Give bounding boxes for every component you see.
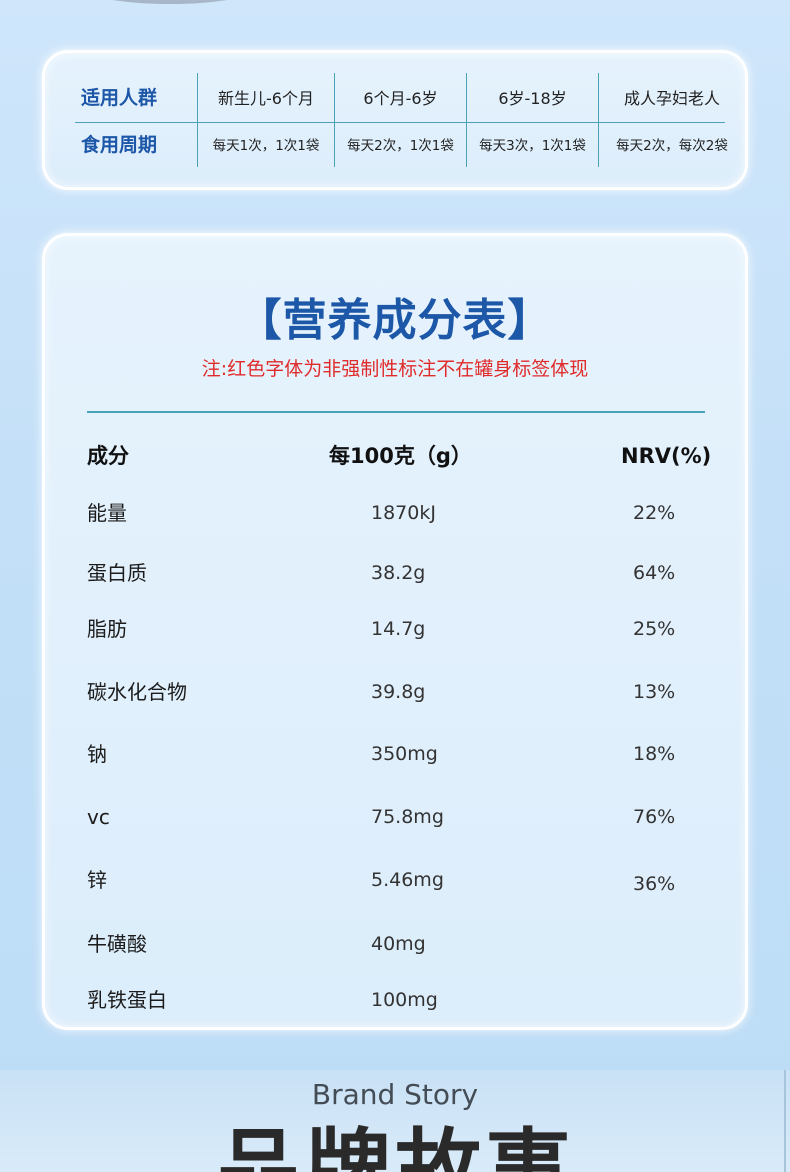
nutrient-name: 乳铁蛋白 bbox=[87, 988, 167, 1012]
usage-column: 新生儿-6个月 每天1次，1次1袋 bbox=[197, 73, 334, 167]
nutrient-name: 钠 bbox=[87, 742, 107, 766]
usage-frequency-cell: 每天1次，1次1袋 bbox=[212, 137, 320, 154]
nutrient-nrv: 13% bbox=[633, 681, 676, 703]
section-divider bbox=[784, 1070, 786, 1172]
usage-table: 适用人群 食用周期 新生儿-6个月 每天1次，1次1袋 6个月-6岁 每天2次，… bbox=[75, 73, 728, 167]
nutrient-amount: 40mg bbox=[371, 933, 426, 955]
usage-column: 6个月-6岁 每天2次，1次1袋 bbox=[334, 73, 466, 167]
nutrient-amount: 38.2g bbox=[371, 562, 426, 584]
nutrition-divider bbox=[87, 411, 705, 413]
nutrient-amount: 75.8mg bbox=[371, 806, 444, 828]
nutrition-header-name: 成分 bbox=[87, 444, 129, 468]
usage-age-cell: 成人孕妇老人 bbox=[623, 88, 720, 108]
nutrient-nrv: 64% bbox=[633, 562, 676, 584]
usage-frequency-cell: 每天2次，1次1袋 bbox=[347, 137, 454, 154]
nutrition-header-amount: 每100克（g） bbox=[329, 444, 472, 468]
nutrient-amount: 1870kJ bbox=[371, 502, 436, 524]
usage-card: 适用人群 食用周期 新生儿-6个月 每天1次，1次1袋 6个月-6岁 每天2次，… bbox=[42, 50, 748, 190]
nutrient-name: 蛋白质 bbox=[87, 561, 147, 585]
usage-header-age: 适用人群 bbox=[81, 87, 158, 109]
nutrient-nrv: 18% bbox=[633, 743, 676, 765]
usage-frequency-cell: 每天3次，1次1袋 bbox=[479, 137, 586, 154]
nutrition-header-nrv: NRV(%) bbox=[621, 444, 712, 468]
usage-column: 成人孕妇老人 每天2次，每次2袋 bbox=[598, 73, 745, 167]
nutrient-name: 锌 bbox=[87, 868, 107, 892]
nutrition-header-row: 成分 每100克（g） NRV(%) bbox=[45, 436, 745, 476]
nutrient-nrv: 25% bbox=[633, 618, 676, 640]
nutrition-card: 【营养成分表】 注:红色字体为非强制性标注不在罐身标签体现 成分 每100克（g… bbox=[42, 233, 748, 1030]
nutrition-row: 碳水化合物 39.8g 13% bbox=[45, 672, 745, 712]
nutrient-nrv: 76% bbox=[633, 806, 676, 828]
nutrition-row: 脂肪 14.7g 25% bbox=[45, 609, 745, 649]
nutrient-name: 碳水化合物 bbox=[87, 680, 187, 704]
nutrient-amount: 350mg bbox=[371, 743, 438, 765]
nutrition-row: 蛋白质 38.2g 64% bbox=[45, 553, 745, 593]
nutrition-row: 锌 5.46mg 36% bbox=[45, 860, 745, 900]
usage-age-cell: 6岁-18岁 bbox=[498, 88, 567, 108]
nutrient-name: 牛磺酸 bbox=[87, 932, 147, 956]
nutrition-title: 【营养成分表】 bbox=[237, 295, 553, 346]
usage-column: 6岁-18岁 每天3次，1次1袋 bbox=[466, 73, 598, 167]
nutrition-note: 注:红色字体为非强制性标注不在罐身标签体现 bbox=[201, 358, 589, 380]
nutrient-amount: 100mg bbox=[371, 989, 438, 1011]
nutrient-name: vc bbox=[87, 805, 110, 829]
nutrient-nrv: 22% bbox=[633, 502, 676, 524]
nutrition-row: 乳铁蛋白 100mg bbox=[45, 980, 745, 1020]
nutrient-name: 能量 bbox=[87, 501, 127, 525]
nutrition-row: 牛磺酸 40mg bbox=[45, 924, 745, 964]
brand-story-section: Brand Story 品牌故事 bbox=[0, 1070, 790, 1172]
nutrient-amount: 39.8g bbox=[371, 681, 426, 703]
nutrient-name: 脂肪 bbox=[87, 617, 127, 641]
nutrition-row: vc 75.8mg 76% bbox=[45, 797, 745, 837]
nutrient-amount: 5.46mg bbox=[371, 869, 444, 891]
usage-age-cell: 新生儿-6个月 bbox=[218, 88, 314, 108]
nutrient-amount: 14.7g bbox=[371, 618, 426, 640]
usage-frequency-cell: 每天2次，每次2袋 bbox=[616, 137, 728, 154]
usage-header-frequency: 食用周期 bbox=[81, 134, 158, 156]
nutrient-nrv: 36% bbox=[633, 873, 676, 895]
usage-age-cell: 6个月-6岁 bbox=[363, 88, 438, 108]
nutrition-row: 钠 350mg 18% bbox=[45, 734, 745, 774]
brand-story-heading: Brand Story bbox=[311, 1078, 479, 1111]
usage-divider bbox=[75, 122, 725, 123]
product-can-edge bbox=[70, 0, 270, 4]
brand-story-title: 品牌故事 bbox=[215, 1120, 575, 1172]
nutrition-row: 能量 1870kJ 22% bbox=[45, 493, 745, 533]
